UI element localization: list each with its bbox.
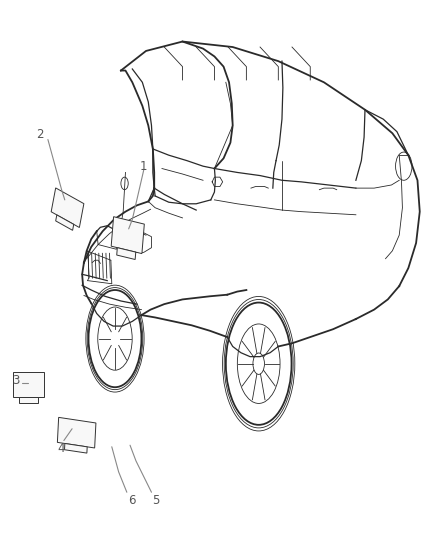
Polygon shape bbox=[13, 372, 44, 397]
Polygon shape bbox=[111, 217, 144, 254]
Polygon shape bbox=[64, 443, 87, 453]
Text: 3: 3 bbox=[12, 374, 20, 386]
Polygon shape bbox=[117, 248, 136, 260]
Text: 1: 1 bbox=[140, 160, 148, 173]
Polygon shape bbox=[19, 397, 38, 403]
Text: 6: 6 bbox=[127, 494, 135, 506]
Text: 2: 2 bbox=[36, 128, 44, 141]
Text: 4: 4 bbox=[58, 442, 65, 455]
Polygon shape bbox=[56, 215, 74, 230]
Polygon shape bbox=[57, 417, 96, 448]
Text: 5: 5 bbox=[152, 494, 160, 506]
Polygon shape bbox=[51, 188, 84, 228]
